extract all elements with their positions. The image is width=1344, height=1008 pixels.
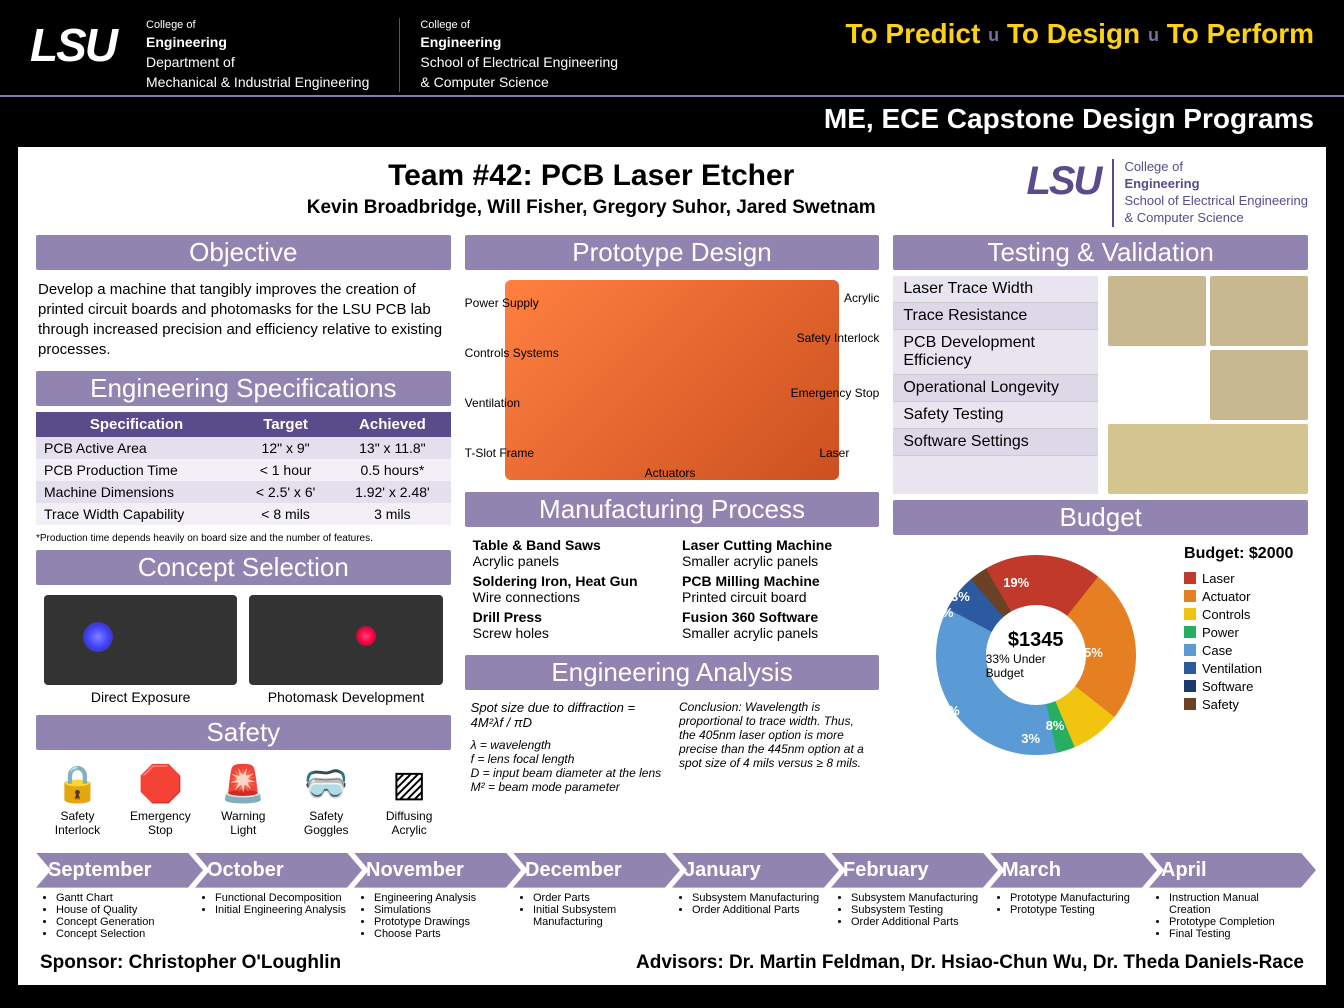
concept-img-direct: [44, 595, 237, 685]
testing-header: Testing & Validation: [893, 235, 1308, 270]
manufacturing-list: Table & Band SawsAcrylic panelsSoldering…: [465, 533, 880, 649]
analysis-header: Engineering Analysis: [465, 655, 880, 690]
budget-header: Budget: [893, 500, 1308, 535]
objective-text: Develop a machine that tangibly improves…: [36, 276, 451, 365]
team-title: Team #42: PCB Laser Etcher Kevin Broadbr…: [156, 159, 1026, 219]
footer: Sponsor: Christopher O'Loughlin Advisors…: [36, 944, 1308, 974]
tagline: To Predict u To Design u To Perform: [845, 18, 1314, 50]
dept-mie: College of Engineering Department of Mec…: [146, 18, 369, 92]
safety-icons: 🔒SafetyInterlock🛑EmergencyStop🚨WarningLi…: [36, 756, 451, 844]
budget-donut: $1345 33% Under Budget 19%25%8%3%36%6%3%: [897, 545, 1174, 765]
prototype-header: Prototype Design: [465, 235, 880, 270]
spec-note: *Production time depends heavily on boar…: [36, 533, 451, 544]
left-column: Objective Develop a machine that tangibl…: [36, 235, 451, 845]
testing-images: [1108, 276, 1308, 494]
header: LSU College of Engineering Department of…: [0, 0, 1344, 95]
spec-table: SpecificationTargetAchieved PCB Active A…: [36, 412, 451, 525]
subheader: ME, ECE Capstone Design Programs: [0, 95, 1344, 147]
engspec-header: Engineering Specifications: [36, 371, 451, 406]
timeline: SeptemberGantt ChartHouse of QualityConc…: [36, 853, 1308, 944]
manufacturing-header: Manufacturing Process: [465, 492, 880, 527]
objective-header: Objective: [36, 235, 451, 270]
middle-column: Prototype Design Power Supply Controls S…: [465, 235, 880, 845]
content-area: Team #42: PCB Laser Etcher Kevin Broadbr…: [18, 147, 1326, 985]
prototype-image: [505, 280, 840, 480]
concept-img-photo: [249, 595, 442, 685]
lsu-logo: LSU: [30, 18, 116, 92]
dept-ece: College of Engineering School of Electri…: [399, 18, 618, 92]
budget-legend: Budget: $2000 LaserActuatorControlsPower…: [1184, 545, 1304, 715]
lsu-small-logo: LSU College of Engineering School of Ele…: [1026, 159, 1308, 227]
right-column: Testing & Validation Laser Trace WidthTr…: [893, 235, 1308, 845]
analysis-content: Spot size due to diffraction = 4M²λf / π…: [465, 696, 880, 798]
concept-header: Concept Selection: [36, 550, 451, 585]
safety-header: Safety: [36, 715, 451, 750]
testing-list: Laser Trace WidthTrace ResistancePCB Dev…: [893, 276, 1098, 494]
